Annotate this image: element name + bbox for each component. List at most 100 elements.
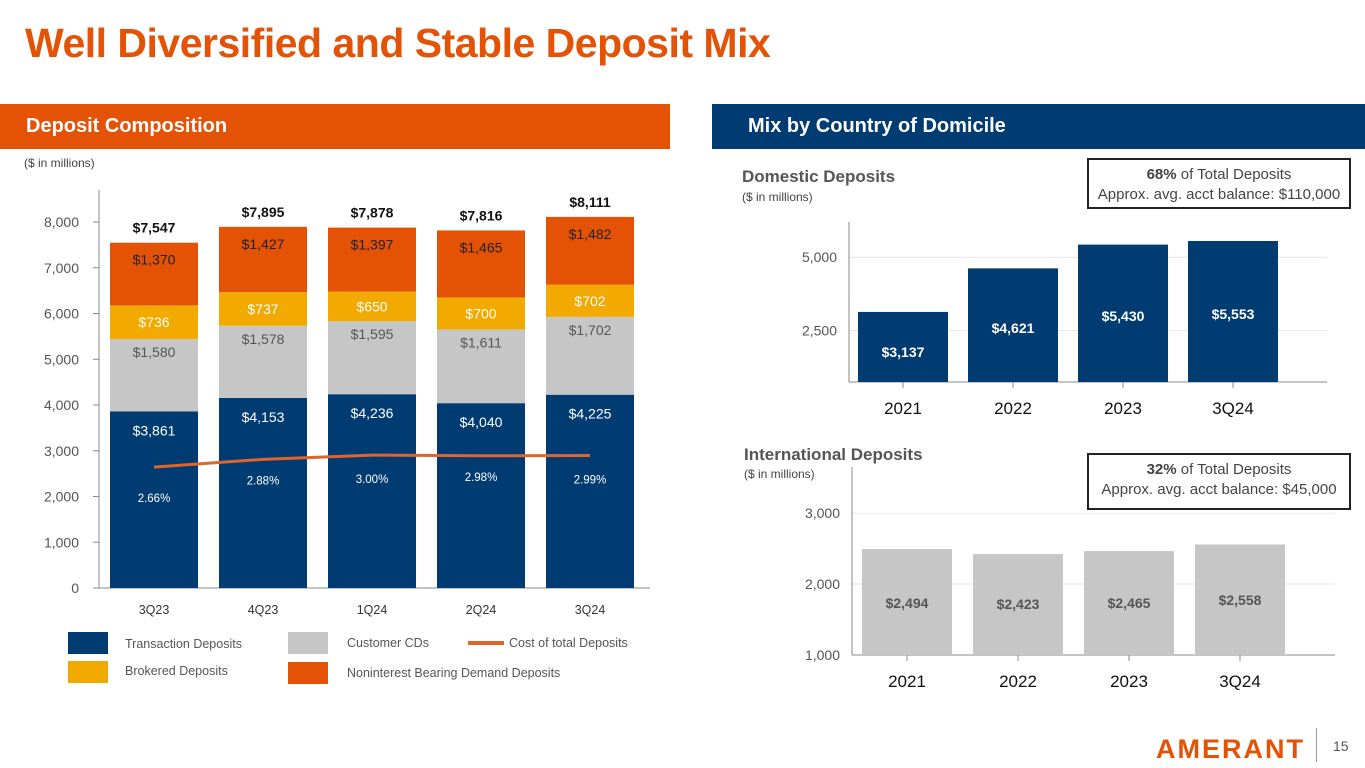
bar xyxy=(968,268,1058,382)
page-number: 15 xyxy=(1333,738,1349,754)
data-label: $5,553 xyxy=(1212,306,1255,322)
international-callout-pct: 32% xyxy=(1146,461,1177,478)
data-label: $4,040 xyxy=(460,414,503,430)
data-label: $1,482 xyxy=(569,226,612,242)
bar-transaction-deposits xyxy=(546,394,634,588)
data-label: $1,397 xyxy=(351,237,394,253)
x-tick-label: 2Q24 xyxy=(466,603,497,617)
data-label: $1,578 xyxy=(242,331,285,347)
legend-transaction: Transaction Deposits xyxy=(125,637,242,651)
cost-label: 3.00% xyxy=(356,474,389,486)
x-tick-label: 4Q23 xyxy=(248,603,279,617)
x-tick-label: 3Q24 xyxy=(1219,672,1261,691)
bar-brokered-deposits xyxy=(546,284,634,317)
data-label: $5,430 xyxy=(1102,308,1145,324)
bar-noninterest-bearing-demand-deposits xyxy=(328,227,416,292)
cost-line xyxy=(153,453,591,469)
bar xyxy=(862,549,952,655)
total-label: $7,816 xyxy=(460,207,503,223)
y-tick-label: 7,000 xyxy=(44,260,79,276)
page-title: Well Diversified and Stable Deposit Mix xyxy=(25,20,771,66)
legend-swatch-transaction xyxy=(68,632,108,654)
data-label: $1,370 xyxy=(133,252,176,268)
bar xyxy=(1084,551,1174,655)
data-label: $4,236 xyxy=(351,405,394,421)
cost-label: 2.98% xyxy=(465,472,498,484)
amerant-logo: AMERANT xyxy=(1156,734,1305,764)
y-tick-label: 0 xyxy=(71,580,79,596)
data-label: $737 xyxy=(247,301,278,317)
y-tick-label: 5,000 xyxy=(44,351,79,367)
legend-line-cost xyxy=(468,641,504,645)
y-tick-label: 1,000 xyxy=(805,647,840,663)
legend-swatch-cds xyxy=(288,632,328,654)
bar-noninterest-bearing-demand-deposits xyxy=(110,242,198,306)
data-label: $1,611 xyxy=(460,334,502,350)
international-callout: 32% of Total Deposits Approx. avg. acct … xyxy=(1087,453,1351,510)
bar-transaction-deposits xyxy=(219,398,307,588)
x-tick-label: 1Q24 xyxy=(357,603,388,617)
country-mix-banner: Mix by Country of Domicile xyxy=(712,104,1365,149)
x-tick-label: 2022 xyxy=(994,399,1032,418)
data-label: $4,621 xyxy=(992,320,1035,336)
deposit-composition-banner: Deposit Composition xyxy=(0,104,670,149)
data-label: $736 xyxy=(138,314,169,330)
international-callout-text: of Total Deposits xyxy=(1176,461,1292,478)
total-label: $7,878 xyxy=(351,205,394,221)
bar-transaction-deposits xyxy=(110,411,198,588)
total-label: $8,111 xyxy=(569,194,610,210)
data-label: $2,494 xyxy=(886,595,929,611)
bar xyxy=(1078,244,1168,382)
data-label: $3,861 xyxy=(133,422,176,438)
data-label: $1,580 xyxy=(133,344,176,360)
x-tick-label: 3Q23 xyxy=(139,603,170,617)
bar xyxy=(1195,544,1285,655)
y-tick-label: 8,000 xyxy=(44,214,79,230)
bar-noninterest-bearing-demand-deposits xyxy=(546,216,634,285)
international-heading: International Deposits xyxy=(744,445,923,464)
x-tick-label: 2023 xyxy=(1104,399,1142,418)
y-tick-label: 4,000 xyxy=(44,397,79,413)
bar-brokered-deposits xyxy=(219,292,307,326)
data-label: $3,137 xyxy=(882,344,925,360)
legend-swatch-nonint xyxy=(288,662,328,684)
data-label: $2,558 xyxy=(1219,592,1262,608)
y-tick-label: 2,000 xyxy=(44,489,79,505)
data-label: $700 xyxy=(465,305,496,321)
bar-customer-cds xyxy=(546,316,634,395)
international-callout-balance: Approx. avg. acct balance: $45,000 xyxy=(1101,481,1337,498)
bar-customer-cds xyxy=(437,329,525,404)
total-label: $7,895 xyxy=(242,204,285,220)
domestic-callout: 68% of Total Deposits Approx. avg. acct … xyxy=(1087,158,1351,209)
bar-customer-cds xyxy=(110,339,198,412)
x-tick-label: 2021 xyxy=(884,399,922,418)
data-label: $1,702 xyxy=(569,322,612,338)
data-label: $2,423 xyxy=(997,596,1040,612)
left-units-note: ($ in millions) xyxy=(24,156,95,170)
y-tick-label: 5,000 xyxy=(802,249,837,265)
x-tick-label: 3Q24 xyxy=(1212,399,1254,418)
bar xyxy=(1188,240,1278,382)
bar-transaction-deposits xyxy=(437,403,525,588)
bar-brokered-deposits xyxy=(437,297,525,330)
international-units: ($ in millions) xyxy=(744,467,815,481)
domestic-units: ($ in millions) xyxy=(742,190,813,204)
legend-brokered: Brokered Deposits xyxy=(125,664,228,678)
domestic-callout-pct: 68% xyxy=(1146,166,1177,183)
legend-cost: Cost of total Deposits xyxy=(509,636,628,650)
x-tick-label: 2022 xyxy=(999,672,1037,691)
y-tick-label: 1,000 xyxy=(44,534,79,550)
domestic-heading: Domestic Deposits xyxy=(742,167,896,186)
data-label: $4,153 xyxy=(242,409,285,425)
data-label: $702 xyxy=(574,293,605,309)
data-label: $1,595 xyxy=(351,326,394,342)
bar-brokered-deposits xyxy=(110,305,198,340)
data-label: $2,465 xyxy=(1108,595,1151,611)
x-tick-label: 2021 xyxy=(888,672,926,691)
bar-transaction-deposits xyxy=(328,394,416,588)
bar-noninterest-bearing-demand-deposits xyxy=(437,230,525,298)
cost-label: 2.66% xyxy=(138,493,171,505)
bar-customer-cds xyxy=(328,321,416,395)
y-tick-label: 3,000 xyxy=(44,443,79,459)
